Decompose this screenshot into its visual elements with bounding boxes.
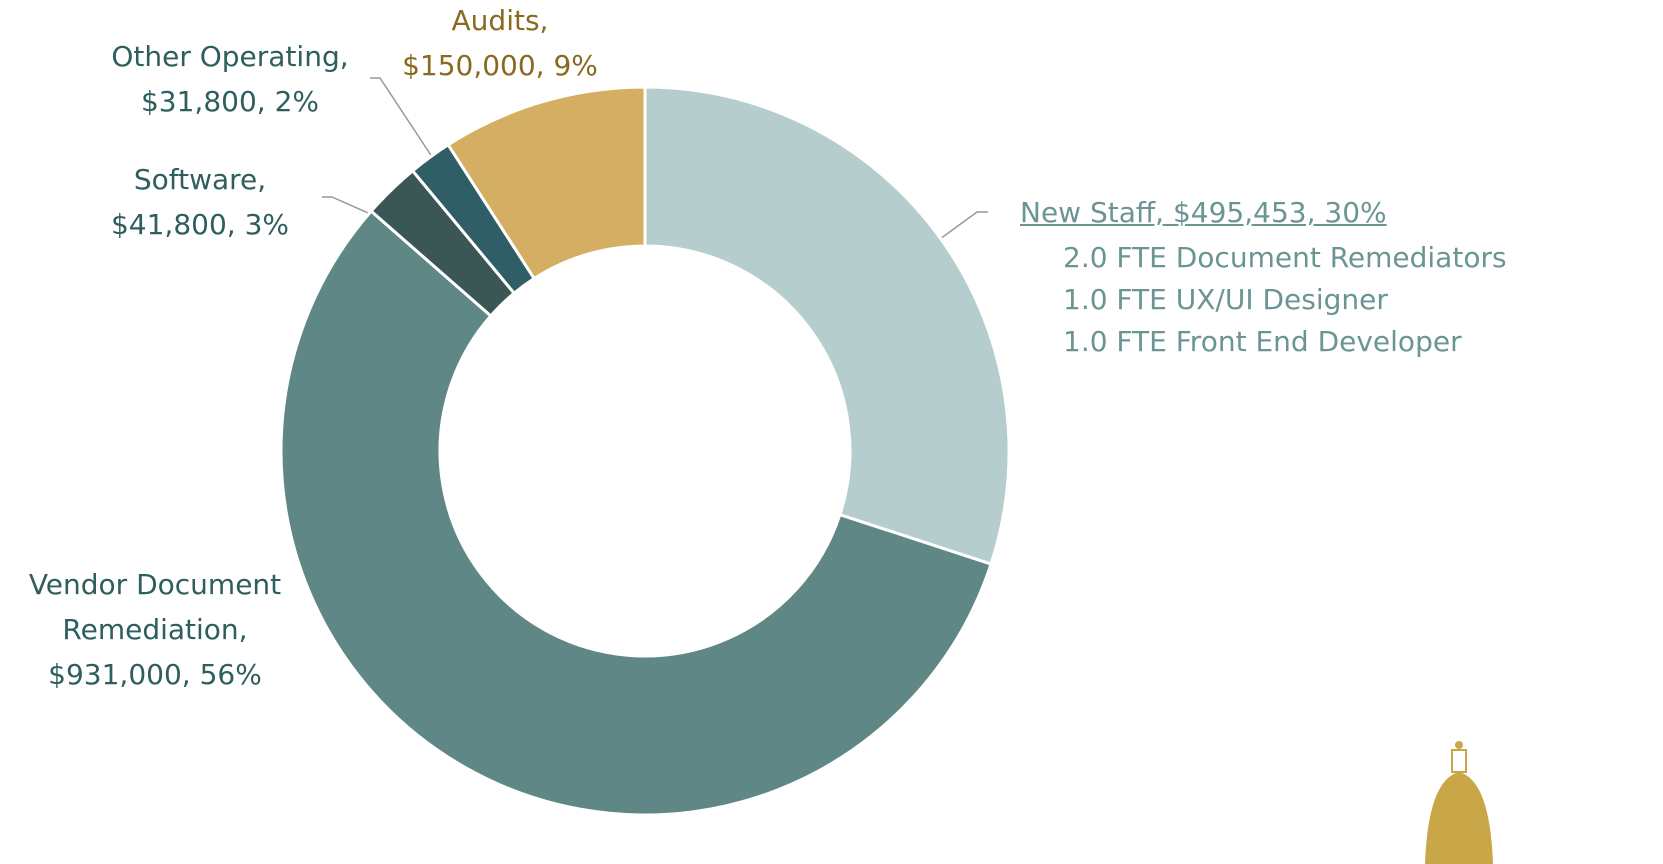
value-label: $41,800, 3% <box>110 208 289 241</box>
donut-slice <box>279 209 993 817</box>
category-label: Audits, <box>451 4 549 37</box>
annotation: 1.0 FTE UX/UI Designer <box>1063 283 1388 316</box>
value-label: $495,453, 30% <box>1172 196 1387 229</box>
data-label: Software, $41,800, 3% <box>70 157 330 247</box>
data-label: Audits, $150,000, 9% <box>370 0 630 88</box>
annotation: 2.0 FTE Document Remediators <box>1063 241 1507 274</box>
value-label: $150,000, 9% <box>402 49 598 82</box>
category-label: Vendor Document Remediation, <box>28 568 282 646</box>
data-label: New Staff, $495,453, 30% <box>1020 190 1620 235</box>
data-label: Other Operating, $31,800, 2% <box>80 34 380 124</box>
category-label: Software, <box>133 163 267 196</box>
data-label: Vendor Document Remediation, $931,000, 5… <box>0 562 310 697</box>
logo <box>1425 741 1493 864</box>
annotation: 1.0 FTE Front End Developer <box>1063 325 1462 358</box>
category-label: New Staff, <box>1020 196 1165 229</box>
donut-slice <box>446 85 647 281</box>
category-label: Other Operating, <box>111 40 349 73</box>
value-label: $931,000, 56% <box>48 658 262 691</box>
donut-slice <box>643 85 1011 566</box>
value-label: $31,800, 2% <box>140 85 319 118</box>
